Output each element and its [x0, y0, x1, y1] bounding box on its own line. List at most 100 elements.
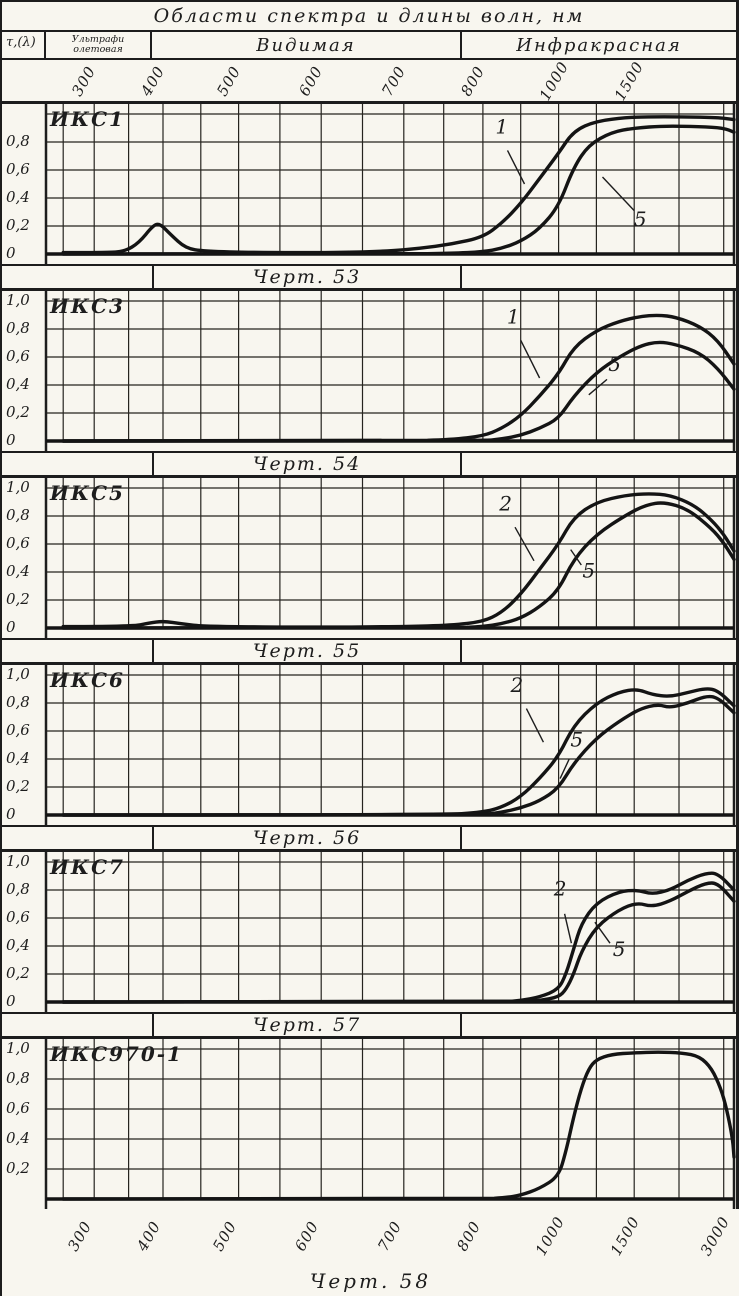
- curve-thickness-label: 2: [510, 673, 524, 697]
- wavelength-tick-label: 300: [64, 1217, 96, 1255]
- y-tick-label: 0,8: [6, 506, 30, 524]
- y-tick-label: 0,6: [6, 347, 30, 365]
- curve-thickness-label: 5: [582, 559, 595, 583]
- y-axis-symbol: τ,(λ): [2, 32, 46, 58]
- caption-chert-54: Черт. 54: [152, 453, 462, 475]
- wavelength-tick-label: 3000: [696, 1213, 734, 1259]
- y-tick-label: 0,8: [6, 1069, 30, 1087]
- y-tick-label: 0,4: [6, 1129, 30, 1147]
- y-tick-label: 0,2: [6, 964, 30, 982]
- y-tick-label: 1,0: [6, 665, 30, 683]
- wavelength-tick-label: 1500: [610, 58, 648, 104]
- wavelength-tick-label: 1500: [606, 1213, 644, 1259]
- y-tick-label: 1,0: [6, 478, 30, 496]
- y-tick-label: 0: [6, 992, 16, 1010]
- region-ultraviolet: Ультрафи олетовая: [46, 32, 152, 58]
- caption-band-56: Черт. 56: [2, 825, 736, 852]
- plot-iks7: 25: [44, 852, 736, 1012]
- curve-label-leader: [594, 921, 611, 944]
- wavelength-tick-label: 500: [208, 1217, 241, 1255]
- glass-name-iks7: ИКС7: [50, 855, 125, 879]
- curve-thickness-label: 5: [570, 727, 583, 751]
- transmission-curve-main: [61, 1050, 736, 1201]
- curve-thickness-label: 1: [507, 304, 520, 328]
- plot-iks1: 15: [44, 104, 736, 264]
- plot-iks5: 25: [44, 478, 736, 638]
- curve-label-leader: [559, 758, 570, 779]
- curve-label-leader: [588, 378, 608, 396]
- curve-thickness-label: 5: [613, 937, 626, 961]
- y-tick-label: 1,0: [6, 291, 30, 309]
- transmission-curve-5: [61, 501, 736, 630]
- wavelength-tick-label: 300: [68, 62, 100, 100]
- glass-name-iks970-1: ИКС970-1: [50, 1042, 183, 1066]
- y-tick-label: 0,8: [6, 132, 30, 150]
- curve-label-leader: [514, 526, 535, 562]
- y-tick-label: 1,0: [6, 852, 30, 870]
- caption-band-53: Черт. 53: [2, 264, 736, 291]
- chart-iks970-1: ИКС970-1 1,0 0,8 0,6 0,4 0,2: [2, 1039, 736, 1209]
- y-tick-label: 0,6: [6, 534, 30, 552]
- glass-name-iks6: ИКС6: [50, 668, 125, 692]
- y-tick-label: 0: [6, 805, 16, 823]
- wavelength-tick-label: 400: [137, 62, 169, 100]
- plot-iks3: 15: [44, 291, 736, 451]
- wavelength-tick-label: 500: [212, 62, 245, 100]
- curve-label-leader: [570, 549, 582, 566]
- region-uv-line1: Ультрафи: [71, 34, 125, 45]
- region-visible: Видимая: [152, 32, 462, 58]
- region-uv-line2: олетовая: [73, 44, 123, 55]
- y-tick-label: 0,6: [6, 721, 30, 739]
- figure-header: Области спектра и длины волн, нм: [2, 2, 736, 32]
- curve-thickness-label: 2: [553, 877, 567, 901]
- glass-name-iks5: ИКС5: [50, 481, 125, 505]
- wavelength-tick-label: 400: [133, 1217, 165, 1255]
- transmission-curve-1: [61, 115, 736, 255]
- caption-band-55: Черт. 55: [2, 638, 736, 665]
- y-tick-label: 0,4: [6, 936, 30, 954]
- transmission-curve-5: [61, 881, 736, 1004]
- wavelength-tick-label: 700: [377, 62, 410, 100]
- curve-thickness-label: 2: [498, 491, 512, 515]
- y-tick-label: 0,2: [6, 777, 30, 795]
- y-tick-label: 0,6: [6, 160, 30, 178]
- caption-band-57: Черт. 57: [2, 1012, 736, 1039]
- curve-label-leader: [525, 708, 545, 743]
- y-tick-label: 0,2: [6, 1159, 30, 1177]
- y-tick-label: 0,2: [6, 590, 30, 608]
- curve-label-leader: [520, 339, 541, 379]
- caption-chert-53: Черт. 53: [152, 266, 462, 288]
- wavelength-tick-label: 600: [291, 1217, 323, 1255]
- plot-iks6: 25: [44, 665, 736, 825]
- caption-chert-55: Черт. 55: [152, 640, 462, 662]
- wavelength-tick-label: 800: [452, 1217, 485, 1255]
- y-tick-label: 0: [6, 244, 16, 262]
- transmission-curve-1: [61, 313, 736, 443]
- y-tick-label: 0,4: [6, 749, 30, 767]
- curve-label-leader: [506, 150, 526, 185]
- y-tick-label: 0,2: [6, 216, 30, 234]
- y-tick-label: 0,4: [6, 562, 30, 580]
- y-tick-label: 0,4: [6, 188, 30, 206]
- transmission-curve-5: [61, 694, 736, 817]
- glass-name-iks1: ИКС1: [50, 107, 125, 131]
- chart-frame: Области спектра и длины волн, нм τ,(λ) У…: [2, 2, 739, 1209]
- caption-chert-56: Черт. 56: [152, 827, 462, 849]
- glass-name-iks3: ИКС3: [50, 294, 125, 318]
- wavelength-tick-label: 600: [295, 62, 327, 100]
- y-tick-label: 0,6: [6, 1099, 30, 1117]
- bottom-wavelength-ticks: 300 400 500 600 700 800 1000 1500 3000: [2, 1209, 739, 1267]
- wavelength-tick-label: 1000: [535, 58, 572, 104]
- caption-chert-58: Черт. 58: [309, 1269, 432, 1293]
- y-tick-label: 1,0: [6, 1039, 30, 1057]
- y-tick-label: 0,8: [6, 880, 30, 898]
- curve-thickness-label: 5: [634, 207, 647, 231]
- header-title: Области спектра и длины волн, нм: [153, 5, 585, 27]
- y-tick-label: 0,8: [6, 319, 30, 337]
